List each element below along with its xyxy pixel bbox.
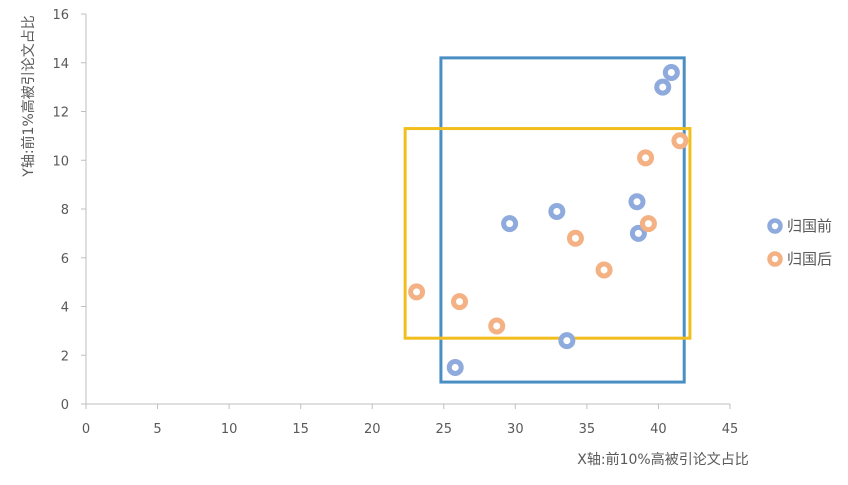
point-before-return [558, 332, 576, 350]
point-after-return [637, 149, 655, 167]
highlight-boxes [403, 56, 692, 384]
y-tick-label: 12 [52, 106, 69, 121]
point-before-return [629, 224, 647, 242]
y-tick-label: 2 [61, 349, 69, 364]
x-tick-label: 45 [722, 422, 739, 437]
y-tick-label: 0 [61, 398, 69, 413]
x-tick-label: 30 [507, 422, 524, 437]
x-tick-label: 20 [364, 422, 381, 437]
y-tick-label: 14 [52, 57, 69, 72]
point-after-return [639, 215, 657, 233]
x-tick-label: 15 [292, 422, 309, 437]
y-axis-title: Y轴:前1%高被引论文占比 [20, 15, 37, 177]
legend-label: 归国前 [787, 217, 832, 235]
point-after-return [451, 293, 469, 311]
point-before-return [501, 215, 519, 233]
point-before-return [446, 358, 464, 376]
point-after-return [408, 283, 426, 301]
x-tick-label: 5 [153, 422, 161, 437]
legend-label: 归国后 [787, 250, 832, 268]
point-after-return [671, 132, 689, 150]
highlight-box [439, 56, 686, 384]
point-after-return [488, 317, 506, 335]
x-tick-label: 40 [650, 422, 667, 437]
point-after-return [595, 261, 613, 279]
y-tick-label: 6 [61, 252, 69, 267]
data-points [408, 64, 689, 376]
point-before-return [628, 193, 646, 211]
y-tick-label: 8 [61, 203, 69, 218]
point-before-return [662, 64, 680, 81]
highlight-box [403, 127, 692, 340]
legend-marker [767, 251, 783, 267]
x-tick-label: 35 [579, 422, 596, 437]
legend-marker [767, 218, 783, 234]
y-tick-label: 4 [61, 301, 69, 316]
point-before-return [548, 202, 566, 220]
axes: 0 5 10 15 20 25 30 35 40 45 0 2 4 6 8 10 12 14 16 [52, 8, 738, 437]
y-tick-label: 10 [52, 154, 69, 169]
y-tick-label: 16 [52, 8, 69, 23]
x-tick-label: 0 [82, 422, 90, 437]
x-tick-label: 10 [221, 422, 238, 437]
x-axis-title: X轴:前10%高被引论文占比 [577, 451, 748, 468]
point-after-return [566, 229, 584, 247]
point-before-return [654, 78, 672, 96]
x-tick-label: 25 [436, 422, 453, 437]
